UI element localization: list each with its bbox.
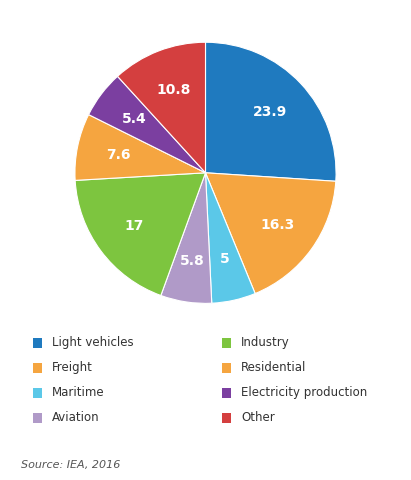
Text: 16.3: 16.3 (261, 217, 295, 231)
Text: Source: IEA, 2016: Source: IEA, 2016 (21, 460, 120, 470)
Text: 17: 17 (125, 219, 144, 233)
Wedge shape (161, 173, 212, 303)
Text: Light vehicles: Light vehicles (52, 336, 134, 349)
Text: Industry: Industry (241, 336, 290, 349)
Wedge shape (206, 173, 255, 303)
Wedge shape (118, 42, 206, 173)
Text: 5.8: 5.8 (180, 253, 205, 267)
Text: Electricity production: Electricity production (241, 385, 367, 399)
Text: Freight: Freight (52, 360, 93, 374)
Wedge shape (89, 76, 206, 173)
Wedge shape (75, 115, 206, 180)
Text: Residential: Residential (241, 360, 307, 374)
Text: Other: Other (241, 410, 275, 424)
Text: 5: 5 (220, 252, 230, 266)
Text: Maritime: Maritime (52, 385, 105, 399)
Text: 23.9: 23.9 (253, 105, 287, 119)
Wedge shape (206, 173, 336, 294)
Wedge shape (75, 173, 206, 296)
Text: 5.4: 5.4 (122, 112, 147, 126)
Text: 10.8: 10.8 (156, 83, 191, 97)
Text: Aviation: Aviation (52, 410, 100, 424)
Wedge shape (206, 42, 336, 181)
Text: 7.6: 7.6 (106, 148, 131, 162)
